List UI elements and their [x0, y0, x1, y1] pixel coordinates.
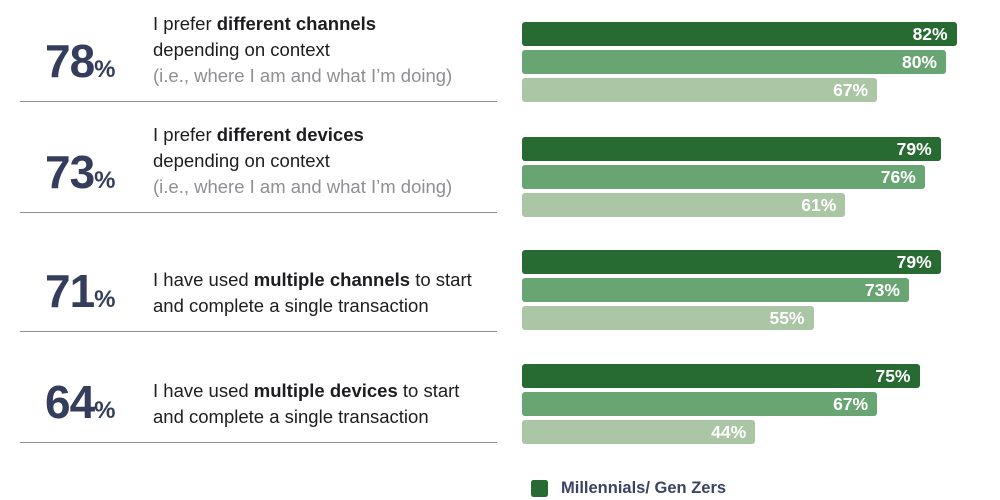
description-line-1: I prefer different devices: [153, 122, 497, 148]
bar-series-2: 80%: [522, 50, 946, 74]
description-line-2: and complete a single transaction: [153, 406, 429, 427]
legend-swatch-millennials-genz: [531, 479, 548, 497]
bar-series-3: 55%: [522, 306, 814, 330]
description-line-2: and complete a single transaction: [153, 295, 429, 316]
stat-description-1: I prefer different channels depending on…: [153, 11, 497, 89]
chart-legend: Millennials/ Gen Zers: [531, 478, 726, 498]
stat-value-1: 78%: [45, 38, 153, 89]
bar-series-2: 67%: [522, 392, 878, 416]
stat-row-2: 73% I prefer different devices depending…: [20, 111, 497, 213]
description-text: I prefer: [153, 13, 217, 34]
stat-percent-sign: %: [94, 167, 116, 194]
stat-number: 73: [45, 146, 95, 198]
description-bold-text: multiple devices: [253, 380, 398, 401]
stat-value-4: 64%: [45, 379, 153, 430]
description-text: I have used: [153, 269, 254, 290]
stat-description-3: I have used multiple channels to start a…: [153, 267, 497, 319]
description-bold-text: different channels: [216, 13, 377, 34]
description-line-1: I have used multiple channels to start: [153, 267, 497, 293]
bar-millennials-genz: 82%: [522, 22, 957, 46]
stat-description-2: I prefer different devices depending on …: [153, 122, 497, 200]
description-note: (i.e., where I am and what I’m doing): [153, 65, 453, 86]
legend-label-millennials-genz: Millennials/ Gen Zers: [561, 479, 727, 497]
description-bold-text: multiple channels: [253, 269, 411, 290]
stat-number: 78: [45, 35, 95, 87]
bar-series-3: 67%: [522, 78, 878, 102]
bar-series-3: 44%: [522, 420, 756, 444]
bar-millennials-genz: 75%: [522, 364, 920, 388]
stat-percent-sign: %: [94, 397, 116, 424]
bar-group-3: 79% 73% 55%: [522, 250, 1000, 334]
bar-series-2: 73%: [522, 278, 909, 302]
bar-group-4: 75% 67% 44%: [522, 364, 1000, 448]
description-line-1: I prefer different channels: [153, 11, 497, 37]
stat-number: 71: [45, 265, 95, 317]
description-text: I prefer: [153, 124, 217, 145]
bar-group-1: 82% 80% 67%: [522, 22, 1000, 106]
stat-value-3: 71%: [45, 268, 153, 319]
description-line-1: I have used multiple devices to start: [153, 378, 497, 404]
description-bold-text: different devices: [216, 124, 364, 145]
stat-number: 64: [45, 376, 95, 428]
bar-group-2: 79% 76% 61%: [522, 137, 1000, 221]
bar-series-2: 76%: [522, 165, 925, 189]
stat-row-3: 71% I have used multiple channels to sta…: [20, 230, 497, 332]
stat-row-1: 78% I prefer different channels dependin…: [20, 0, 497, 102]
stat-percent-sign: %: [94, 56, 116, 83]
stat-row-4: 64% I have used multiple devices to star…: [20, 341, 497, 443]
bar-millennials-genz: 79%: [522, 137, 941, 161]
stat-description-4: I have used multiple devices to start an…: [153, 378, 497, 430]
stat-value-2: 73%: [45, 149, 153, 200]
description-note: (i.e., where I am and what I’m doing): [153, 176, 453, 197]
description-line-2: depending on context: [153, 39, 330, 60]
description-text: to start: [410, 269, 472, 290]
description-text: to start: [397, 380, 460, 401]
bar-millennials-genz: 79%: [522, 250, 941, 274]
description-text: I have used: [153, 380, 254, 401]
bar-series-3: 61%: [522, 193, 846, 217]
description-line-2: depending on context: [153, 150, 330, 171]
stat-percent-sign: %: [94, 286, 116, 313]
